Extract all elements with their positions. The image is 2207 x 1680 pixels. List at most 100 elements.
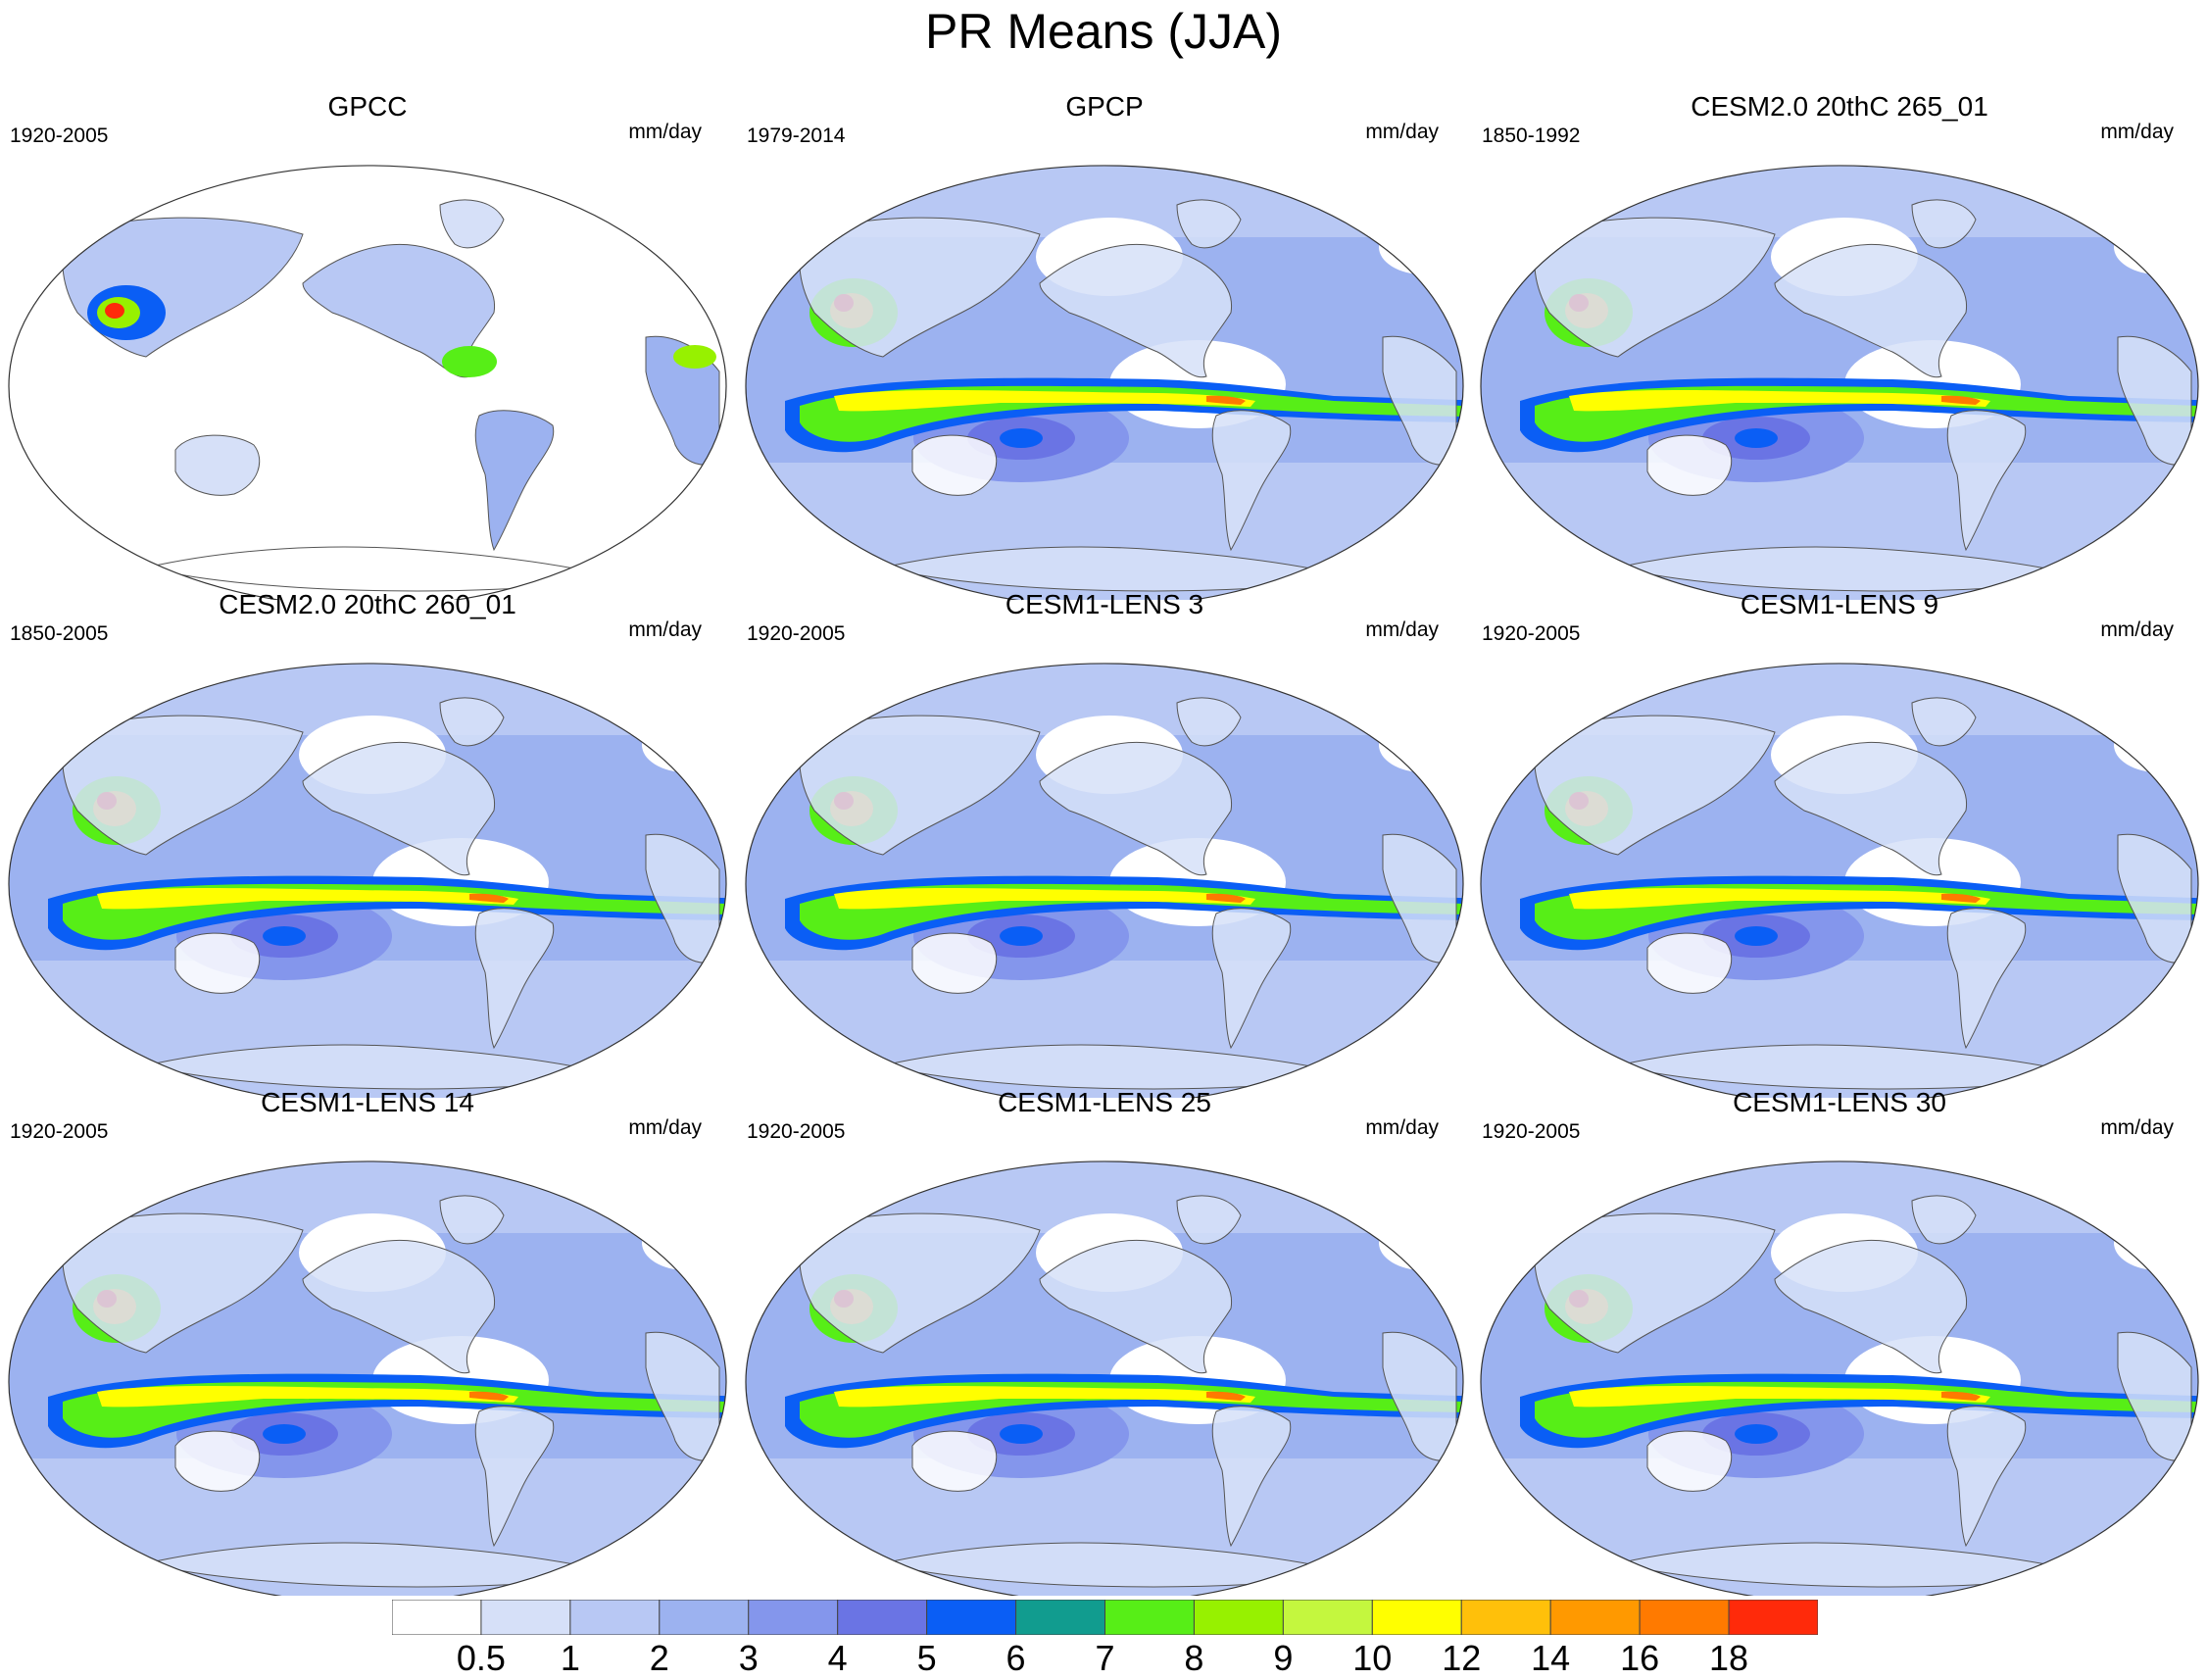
colorbar-level-label: 5 [916,1638,937,1678]
asia-outline [1534,715,1776,856]
map-panel: GPCP 1979-2014 mm/day [737,90,1472,600]
map-border [1480,663,2199,1098]
map-border [1480,1161,2199,1596]
africa-outline [645,833,720,964]
itcz-band [834,1385,1255,1408]
continent-outlines [799,199,1457,592]
south-pacific-max [263,926,306,946]
australia-land [174,434,261,496]
continent-outlines [799,1195,1457,1588]
antarctica-outline [1617,1044,2089,1090]
colorbar-swatch [748,1600,839,1635]
south-america-outline [1946,410,2027,552]
map-panel: CESM1-LENS 14 1920-2005 mm/day [0,1086,735,1596]
panel-title: CESM2.0 20thC 260_01 [219,589,516,619]
north-america-outline [1774,742,1968,876]
south-pacific-max [1735,428,1778,448]
greenland-outline [1176,697,1242,747]
colorbar-swatch [659,1600,750,1635]
panel-units: mm/day [1365,121,1439,143]
panel-units: mm/day [628,1116,702,1139]
map-border [745,165,1464,600]
precipitation-map [8,663,727,1098]
greenland-outline [1911,1195,1977,1245]
itcz-band [834,887,1255,910]
colorbar-level-label: 16 [1620,1638,1660,1678]
colorbar-swatch [1371,1600,1462,1635]
colorbar-swatch [837,1600,928,1635]
colorbar-swatch [926,1600,1017,1635]
continent-outlines [62,1195,720,1588]
itcz-band [1941,395,1981,405]
asia-outline [1534,217,1776,358]
panel-units: mm/day [2100,1116,2174,1139]
south-pacific-max [263,1424,306,1444]
ocean-background [8,165,726,600]
map-border [8,165,727,600]
colorbar-level-label: 6 [1005,1638,1026,1678]
map-panel: GPCC 1920-2005 mm/day [0,90,735,600]
north-america-outline [302,1240,496,1374]
antarctica-outline [145,1542,617,1588]
north-america-outline [1774,244,1968,378]
colorbar-level-label: 7 [1095,1638,1115,1678]
map-panel: CESM2.0 20thC 260_01 1850-2005 mm/day [0,588,735,1098]
north-america-outline [1039,1240,1233,1374]
colorbar-level-label: 10 [1352,1638,1393,1678]
africa-outline [1382,1331,1457,1461]
panel-period: 1979-2014 [747,124,846,147]
panel-units: mm/day [2100,618,2174,641]
greenland-outline [1176,1195,1242,1245]
dry-north-africa [2114,1215,2198,1270]
precipitation-map [1480,1161,2199,1596]
precip-maximum [105,303,124,319]
australia-outline [1646,434,1733,496]
panel-units: mm/day [1365,1116,1439,1139]
colorbar-level-label: 4 [827,1638,848,1678]
panel-units: mm/day [628,618,702,641]
colorbar-level-label: 8 [1184,1638,1204,1678]
greenland-outline [1176,199,1242,249]
colorbar-level-label: 18 [1709,1638,1749,1678]
north-america-outline [1039,244,1233,378]
panel-title: GPCC [327,91,408,122]
colorbar-swatch [1639,1600,1730,1635]
panel-period: 1920-2005 [747,622,846,645]
australia-outline [911,434,998,496]
panel-period: 1850-1992 [1482,124,1581,147]
north-america-outline [302,742,496,876]
itcz-band [1206,893,1246,903]
colorbar-swatch [1193,1600,1284,1635]
colorbar-level-label: 3 [738,1638,759,1678]
panel-title: CESM1-LENS 30 [1733,1087,1946,1117]
precipitation-map [1480,663,2199,1098]
dry-north-africa [1379,1215,1463,1270]
panel-period: 1920-2005 [747,1120,846,1143]
map-panel: CESM1-LENS 3 1920-2005 mm/day [737,588,1472,1098]
itcz-band [469,893,509,903]
asia-outline [62,1212,304,1354]
panel-title: CESM1-LENS 25 [998,1087,1211,1117]
itcz-band [1206,395,1246,405]
panel-title: CESM1-LENS 14 [261,1087,474,1117]
itcz-band [469,1391,509,1401]
africa-outline [645,1331,720,1461]
continent-outlines [1534,199,2192,592]
dry-north-africa [642,1215,726,1270]
south-pacific-max [1735,1424,1778,1444]
africa-outline [2117,833,2192,964]
greenland-outline [1911,697,1977,747]
dry-north-africa [642,717,726,772]
antarctica-outline [1617,546,2089,592]
greenland-outline [439,1195,505,1245]
continent-outlines [1534,1195,2192,1588]
africa-outline [2117,335,2192,466]
itcz-band [1569,887,1990,910]
australia-outline [174,1430,261,1492]
south-pacific-max [1000,926,1043,946]
australia-outline [911,1430,998,1492]
panel-title: CESM1-LENS 9 [1740,589,1939,619]
colorbar-swatch [392,1600,482,1635]
antarctica-outline [1617,1542,2089,1588]
map-border [8,663,727,1098]
